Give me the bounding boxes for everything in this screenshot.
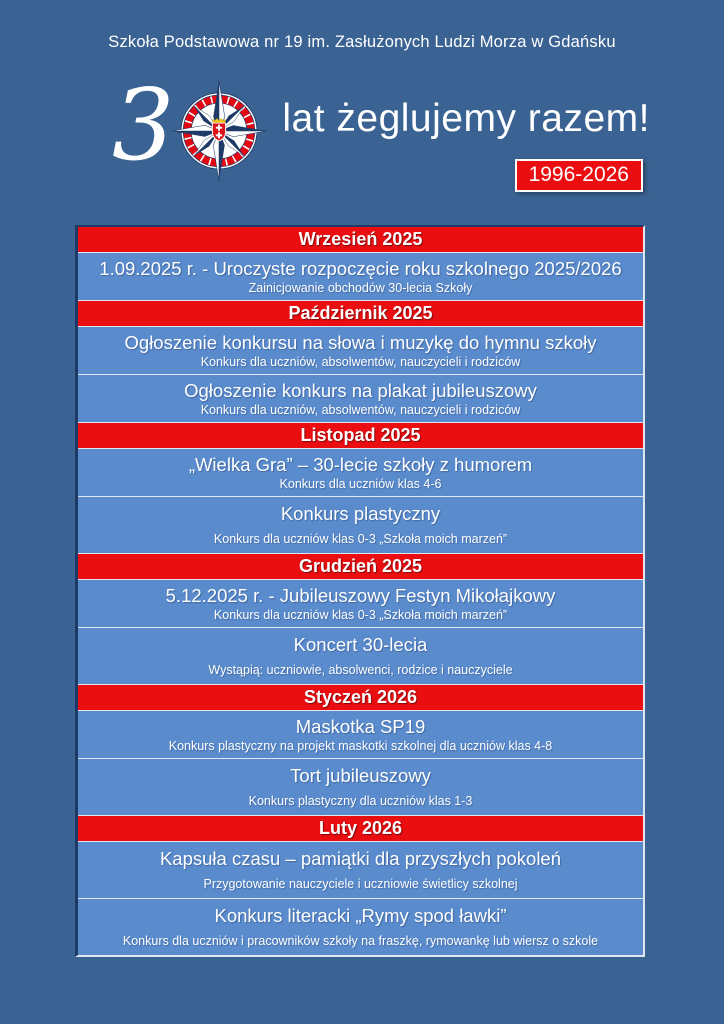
event-title: Maskotka SP19 [295,715,426,737]
event-title: Kapsuła czasu – pamiątki dla przyszłych … [159,848,562,870]
event-row: Ogłoszenie konkurs na plakat jubileuszow… [78,374,643,422]
event-subtitle: Konkurs dla uczniów, absolwentów, nauczy… [200,354,521,369]
event-row: Tort jubileuszowy Konkurs plastyczny dla … [78,758,643,815]
anniversary-digit: 3 [112,69,175,183]
event-row: 1.09.2025 r. - Uroczyste rozpoczęcie rok… [78,252,643,300]
compass-rose-icon [171,80,268,182]
event-subtitle: Konkurs dla uczniów klas 4-6 [279,476,442,491]
anniversary-slogan: lat żeglujemy razem! [282,97,650,140]
month-header-row: Wrzesień 2025 [78,227,643,252]
schedule-table: Wrzesień 2025 1.09.2025 r. - Uroczyste ro… [75,225,645,957]
event-title: Tort jubileuszowy [290,765,431,787]
event-subtitle: Konkurs plastyczny na projekt maskotki s… [168,738,553,753]
event-row: Konkurs plastyczny Konkurs dla uczniów kl… [78,496,643,553]
event-subtitle: Konkurs dla uczniów klas 0-3 „Szkoła moi… [213,607,508,622]
event-row: Kapsuła czasu – pamiątki dla przyszłych … [78,841,643,898]
month-header-row: Styczeń 2026 [78,684,643,710]
event-title: „Wielka Gra” – 30-lecie szkoły z humorem [188,453,533,475]
month-header-row: Grudzień 2025 [78,553,643,579]
event-subtitle: Wystąpią: uczniowie, absolwenci, rodzice… [208,662,513,677]
event-row: Konkurs literacki „Rymy spod ławki” Konku… [78,898,643,955]
school-name: Szkoła Podstawowa nr 19 im. Zasłużonych … [108,33,616,51]
event-row: Ogłoszenie konkursu na słowa i muzykę do… [78,326,643,374]
event-subtitle: Konkurs dla uczniów i pracowników szkoły… [122,933,599,948]
month-header-row: Luty 2026 [78,815,643,841]
month-header-row: Październik 2025 [78,300,643,326]
event-subtitle: Konkurs dla uczniów, absolwentów, nauczy… [200,402,521,417]
month-header-row: Listopad 2025 [78,422,643,448]
anniversary-logo: 3 lat żeglujemy razem! [112,74,650,184]
years-badge: 1996-2026 [514,159,643,192]
event-subtitle: Konkurs dla uczniów klas 0-3 „Szkoła moi… [213,531,508,546]
event-row: Maskotka SP19 Konkurs plastyczny na proje… [78,710,643,758]
event-row: „Wielka Gra” – 30-lecie szkoły z humorem… [78,448,643,496]
event-subtitle: Zainicjowanie obchodów 30-lecia Szkoły [248,280,473,295]
event-title: Koncert 30-lecia [293,634,428,656]
event-title: Ogłoszenie konkurs na plakat jubileuszow… [184,379,537,401]
event-row: Koncert 30-lecia Wystąpią: uczniowie, abs… [78,627,643,684]
event-subtitle: Przygotowanie nauczyciele i uczniowie św… [203,876,518,891]
event-title: 1.09.2025 r. - Uroczyste rozpoczęcie rok… [99,257,622,279]
event-subtitle: Konkurs plastyczny dla uczniów klas 1-3 [248,793,473,808]
event-title: Konkurs literacki „Rymy spod ławki” [214,905,507,927]
event-title: Ogłoszenie konkursu na słowa i muzykę do… [124,331,597,353]
event-row: 5.12.2025 r. - Jubileuszowy Festyn Mikoł… [78,579,643,627]
event-title: Konkurs plastyczny [280,503,441,525]
event-title: 5.12.2025 r. - Jubileuszowy Festyn Mikoł… [165,584,556,606]
